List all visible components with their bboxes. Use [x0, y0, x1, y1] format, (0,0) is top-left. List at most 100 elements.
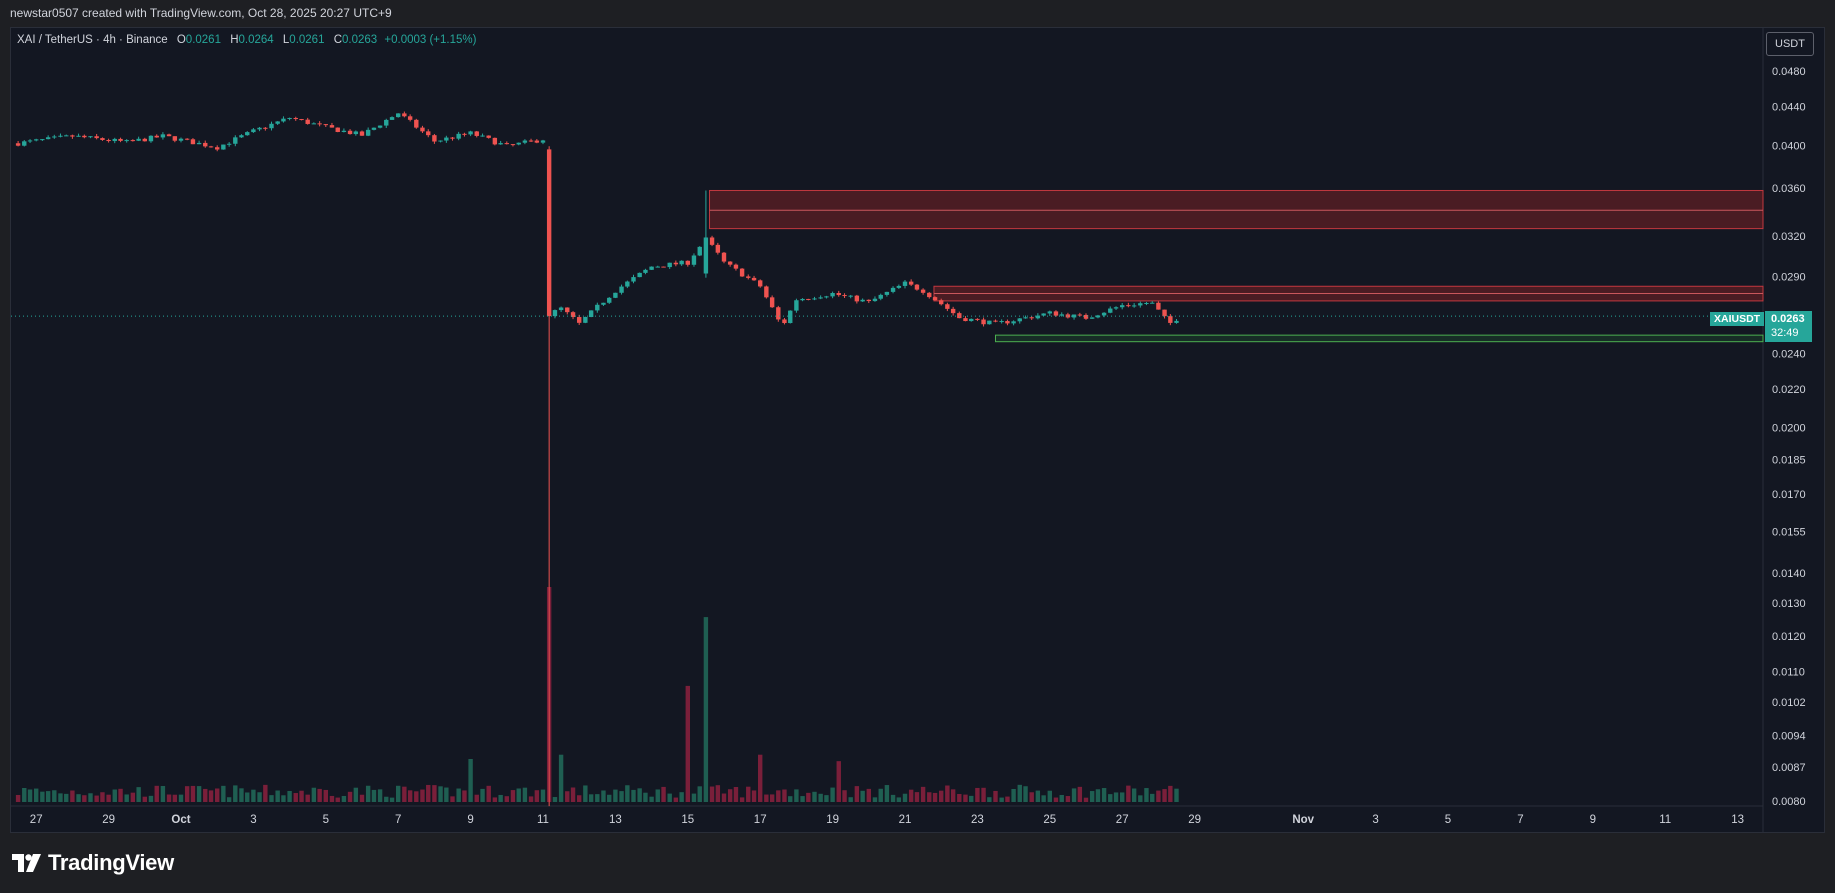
price-tick-label: 0.0185 [1772, 454, 1806, 466]
volume-bar [945, 785, 950, 802]
candle-body [480, 135, 485, 137]
volume-bar [818, 793, 823, 802]
candle-body [1113, 307, 1119, 309]
candle-body [872, 298, 878, 302]
volume-bar [311, 787, 317, 802]
volume-bar [432, 785, 437, 802]
volume-bar [142, 796, 147, 802]
volume-bar [746, 786, 751, 802]
candle-body [794, 300, 799, 311]
candle-body [1029, 317, 1034, 319]
price-tick-label: 0.0130 [1772, 598, 1806, 610]
price-tick-label: 0.0102 [1772, 697, 1806, 709]
volume-bar [263, 784, 268, 802]
candle-body [546, 149, 552, 317]
volume-bar [896, 797, 902, 802]
candle-body [1120, 305, 1125, 308]
candle-body [613, 292, 618, 298]
candle-body [58, 135, 63, 137]
symbol-legend[interactable]: XAI / TetherUS · 4h · Binance O0.0261 H0… [17, 34, 476, 46]
candle-body [987, 320, 992, 325]
volume-bar [794, 789, 799, 802]
volume-bar [733, 787, 739, 802]
volume-bar [848, 797, 853, 802]
candle-body [1138, 303, 1143, 306]
volume-bar [112, 789, 117, 802]
volume-bar [987, 797, 992, 802]
candle-body [776, 307, 781, 320]
candle-body [510, 144, 516, 146]
volume-bar [528, 796, 534, 802]
candle-body [884, 291, 890, 295]
candle-body [239, 135, 244, 138]
volume-bar [341, 795, 347, 802]
volume-bar [221, 785, 226, 802]
volume-bar [709, 786, 715, 802]
time-tick-label: 29 [1188, 814, 1201, 826]
last-price: 0.0263 [1771, 313, 1805, 325]
volume-bar [558, 754, 564, 802]
volume-bar [287, 790, 292, 802]
price-tick-label: 0.0290 [1772, 271, 1806, 283]
time-tick-label: 7 [395, 814, 401, 826]
volume-bar [414, 791, 419, 802]
candle-body [190, 139, 196, 145]
price-chart[interactable]: 0.0480 0.0440 0.0400 0.0360 0.0320 0.0290 0.02… [0, 0, 1835, 833]
volume-bar [824, 795, 829, 802]
volume-bar [1150, 793, 1155, 802]
candle-body [396, 113, 401, 118]
candle-body [450, 137, 455, 139]
volume-bar [245, 792, 250, 802]
volume-bar [1053, 797, 1059, 802]
candle-body [588, 310, 594, 318]
candle-body [969, 318, 974, 322]
currency-button[interactable]: USDT [1766, 32, 1814, 56]
candle-body [426, 131, 431, 136]
candle-body [353, 131, 359, 135]
candle-body [534, 140, 540, 143]
volume-bar [438, 786, 443, 802]
volume-bar [82, 795, 87, 802]
volume-bar [570, 787, 576, 802]
symbol-badge: XAIUSDT [1710, 312, 1765, 326]
last-price-badge: 0.0263 32:49 [1765, 311, 1812, 342]
tradingview-logo[interactable]: TradingView [12, 850, 174, 875]
chart-panel[interactable] [10, 27, 1825, 833]
volume-bar [106, 794, 111, 802]
volume-bar [299, 790, 304, 802]
volume-bar [1023, 786, 1028, 802]
time-tick-label: 27 [30, 814, 43, 826]
volume-bar [118, 788, 123, 802]
time-tick-label: 11 [1659, 814, 1671, 826]
candle-body [1144, 302, 1149, 304]
volume-bar [643, 792, 648, 802]
candle-body [950, 308, 956, 314]
volume-bar [981, 787, 986, 802]
volume-bar [329, 795, 335, 802]
time-tick-label: 27 [1116, 814, 1129, 826]
candle-body [649, 266, 654, 270]
candle-body [932, 297, 938, 301]
volume-bar [993, 790, 998, 802]
candle-body [432, 135, 437, 142]
candle-body [993, 320, 998, 322]
time-tick-label: 25 [1043, 814, 1056, 826]
candle-body [257, 127, 262, 130]
candle-body [854, 295, 860, 302]
candle-body [377, 125, 383, 128]
candle-body [384, 119, 389, 126]
volume-bar [800, 796, 805, 802]
candle-body [287, 117, 292, 119]
candle-body [1059, 314, 1064, 316]
candle-body [1017, 318, 1022, 322]
volume-bar [788, 796, 793, 802]
volume-bar [396, 785, 401, 802]
volume-bar [426, 784, 431, 802]
candle-body [64, 135, 69, 137]
tradingview-logo-icon [12, 854, 41, 872]
candle-body [299, 119, 304, 121]
candle-body [999, 321, 1004, 323]
volume-bar [407, 790, 413, 802]
candle-body [583, 317, 588, 323]
candle-body [498, 143, 503, 145]
